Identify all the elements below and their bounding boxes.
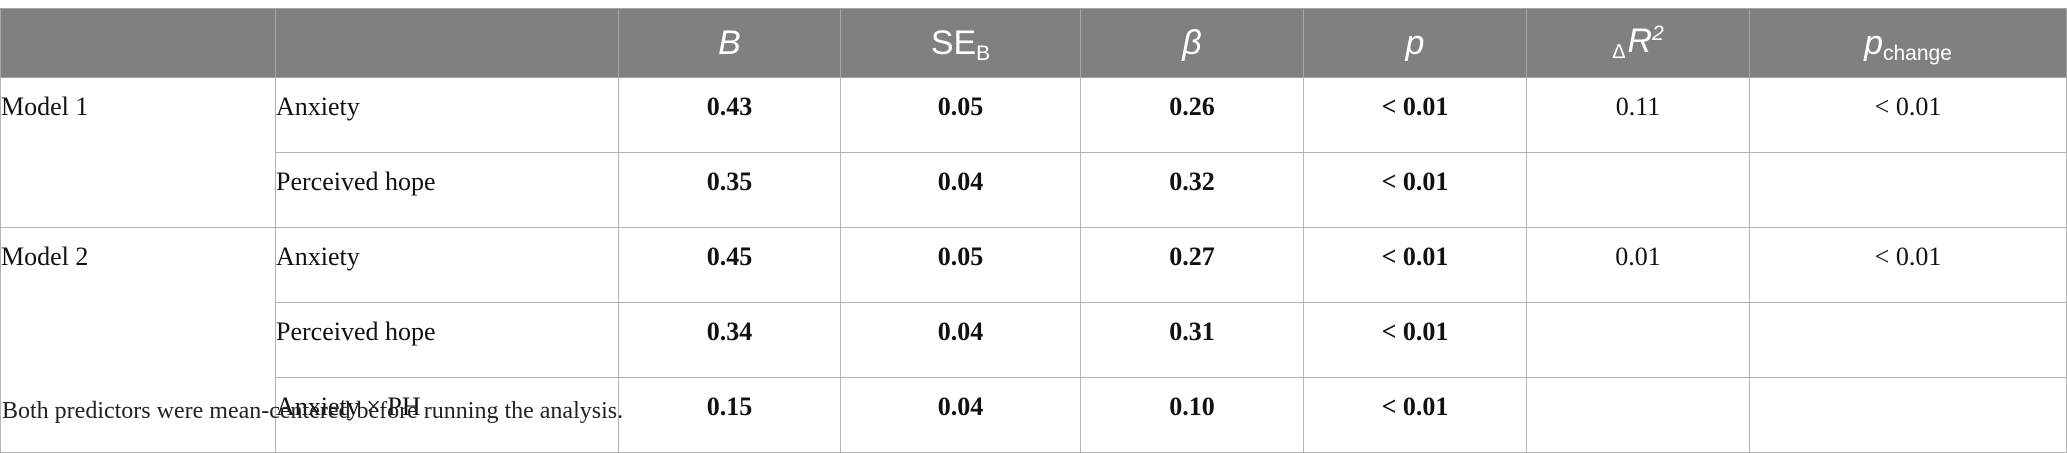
header-se-label: SE [930, 23, 977, 62]
header-pchange-subscript: change [1883, 41, 1952, 65]
header-delta-symbol: Δ [1612, 41, 1626, 63]
table-row: Perceived hope 0.35 0.04 0.32 < 0.01 [1, 152, 2067, 228]
p-cell: < 0.01 [1303, 302, 1527, 378]
beta-cell: 0.10 [1080, 377, 1304, 453]
header-p: p [1303, 8, 1527, 78]
delta-r2-cell: 0.01 [1526, 227, 1750, 303]
se-cell: 0.04 [840, 302, 1081, 378]
table-row: Model 1 Anxiety 0.43 0.05 0.26 < 0.01 0.… [0, 77, 2067, 228]
se-cell: 0.05 [840, 77, 1081, 153]
se-cell: 0.04 [840, 377, 1081, 453]
p-cell: < 0.01 [1303, 77, 1527, 153]
regression-table: B SEB β p ΔR2 pchange Model 1 Anxiety 0.… [0, 8, 2067, 453]
delta-r2-cell: 0.11 [1526, 77, 1750, 153]
b-cell: 0.34 [618, 302, 841, 378]
beta-cell: 0.31 [1080, 302, 1304, 378]
beta-cell: 0.26 [1080, 77, 1304, 153]
header-b: B [618, 8, 841, 78]
model-label: Model 2 [0, 227, 276, 453]
table-row: Model 2 Anxiety 0.45 0.05 0.27 < 0.01 0.… [0, 227, 2067, 453]
b-cell: 0.43 [618, 77, 841, 153]
p-change-cell [1749, 377, 2067, 453]
b-cell: 0.35 [618, 152, 841, 228]
header-pchange-label: p [1864, 23, 1883, 62]
p-cell: < 0.01 [1303, 152, 1527, 228]
predictor-cell: Anxiety [275, 77, 619, 153]
se-cell: 0.04 [840, 152, 1081, 228]
header-predictor [275, 8, 619, 78]
beta-cell: 0.32 [1080, 152, 1304, 228]
header-r-label: R [1627, 22, 1653, 60]
p-change-cell: < 0.01 [1749, 227, 2067, 303]
header-row: B SEB β p ΔR2 pchange [0, 8, 2067, 78]
predictor-cell: Anxiety [275, 227, 619, 303]
table-row: Perceived hope 0.34 0.04 0.31 < 0.01 [1, 302, 2067, 378]
b-cell: 0.45 [618, 227, 841, 303]
header-beta: β [1080, 8, 1304, 78]
table-footnote: Both predictors were mean-centered befor… [2, 398, 624, 424]
p-cell: < 0.01 [1303, 227, 1527, 303]
beta-cell: 0.27 [1080, 227, 1304, 303]
p-cell: < 0.01 [1303, 377, 1527, 453]
delta-r2-cell [1526, 377, 1750, 453]
predictor-cell: Perceived hope [275, 302, 619, 378]
p-change-cell [1749, 152, 2067, 228]
b-cell: 0.15 [618, 377, 841, 453]
header-model [0, 8, 276, 78]
header-p-change: pchange [1749, 8, 2067, 78]
predictor-cell: Perceived hope [275, 152, 619, 228]
header-delta-r2: ΔR2 [1526, 8, 1750, 78]
delta-r2-cell [1526, 302, 1750, 378]
header-se: SEB [840, 8, 1081, 78]
p-change-cell: < 0.01 [1749, 77, 2067, 153]
header-r-superscript: 2 [1652, 22, 1664, 45]
delta-r2-cell [1526, 152, 1750, 228]
model-label: Model 1 [0, 77, 276, 228]
p-change-cell [1749, 302, 2067, 378]
header-se-subscript: B [976, 41, 991, 65]
se-cell: 0.05 [840, 227, 1081, 303]
